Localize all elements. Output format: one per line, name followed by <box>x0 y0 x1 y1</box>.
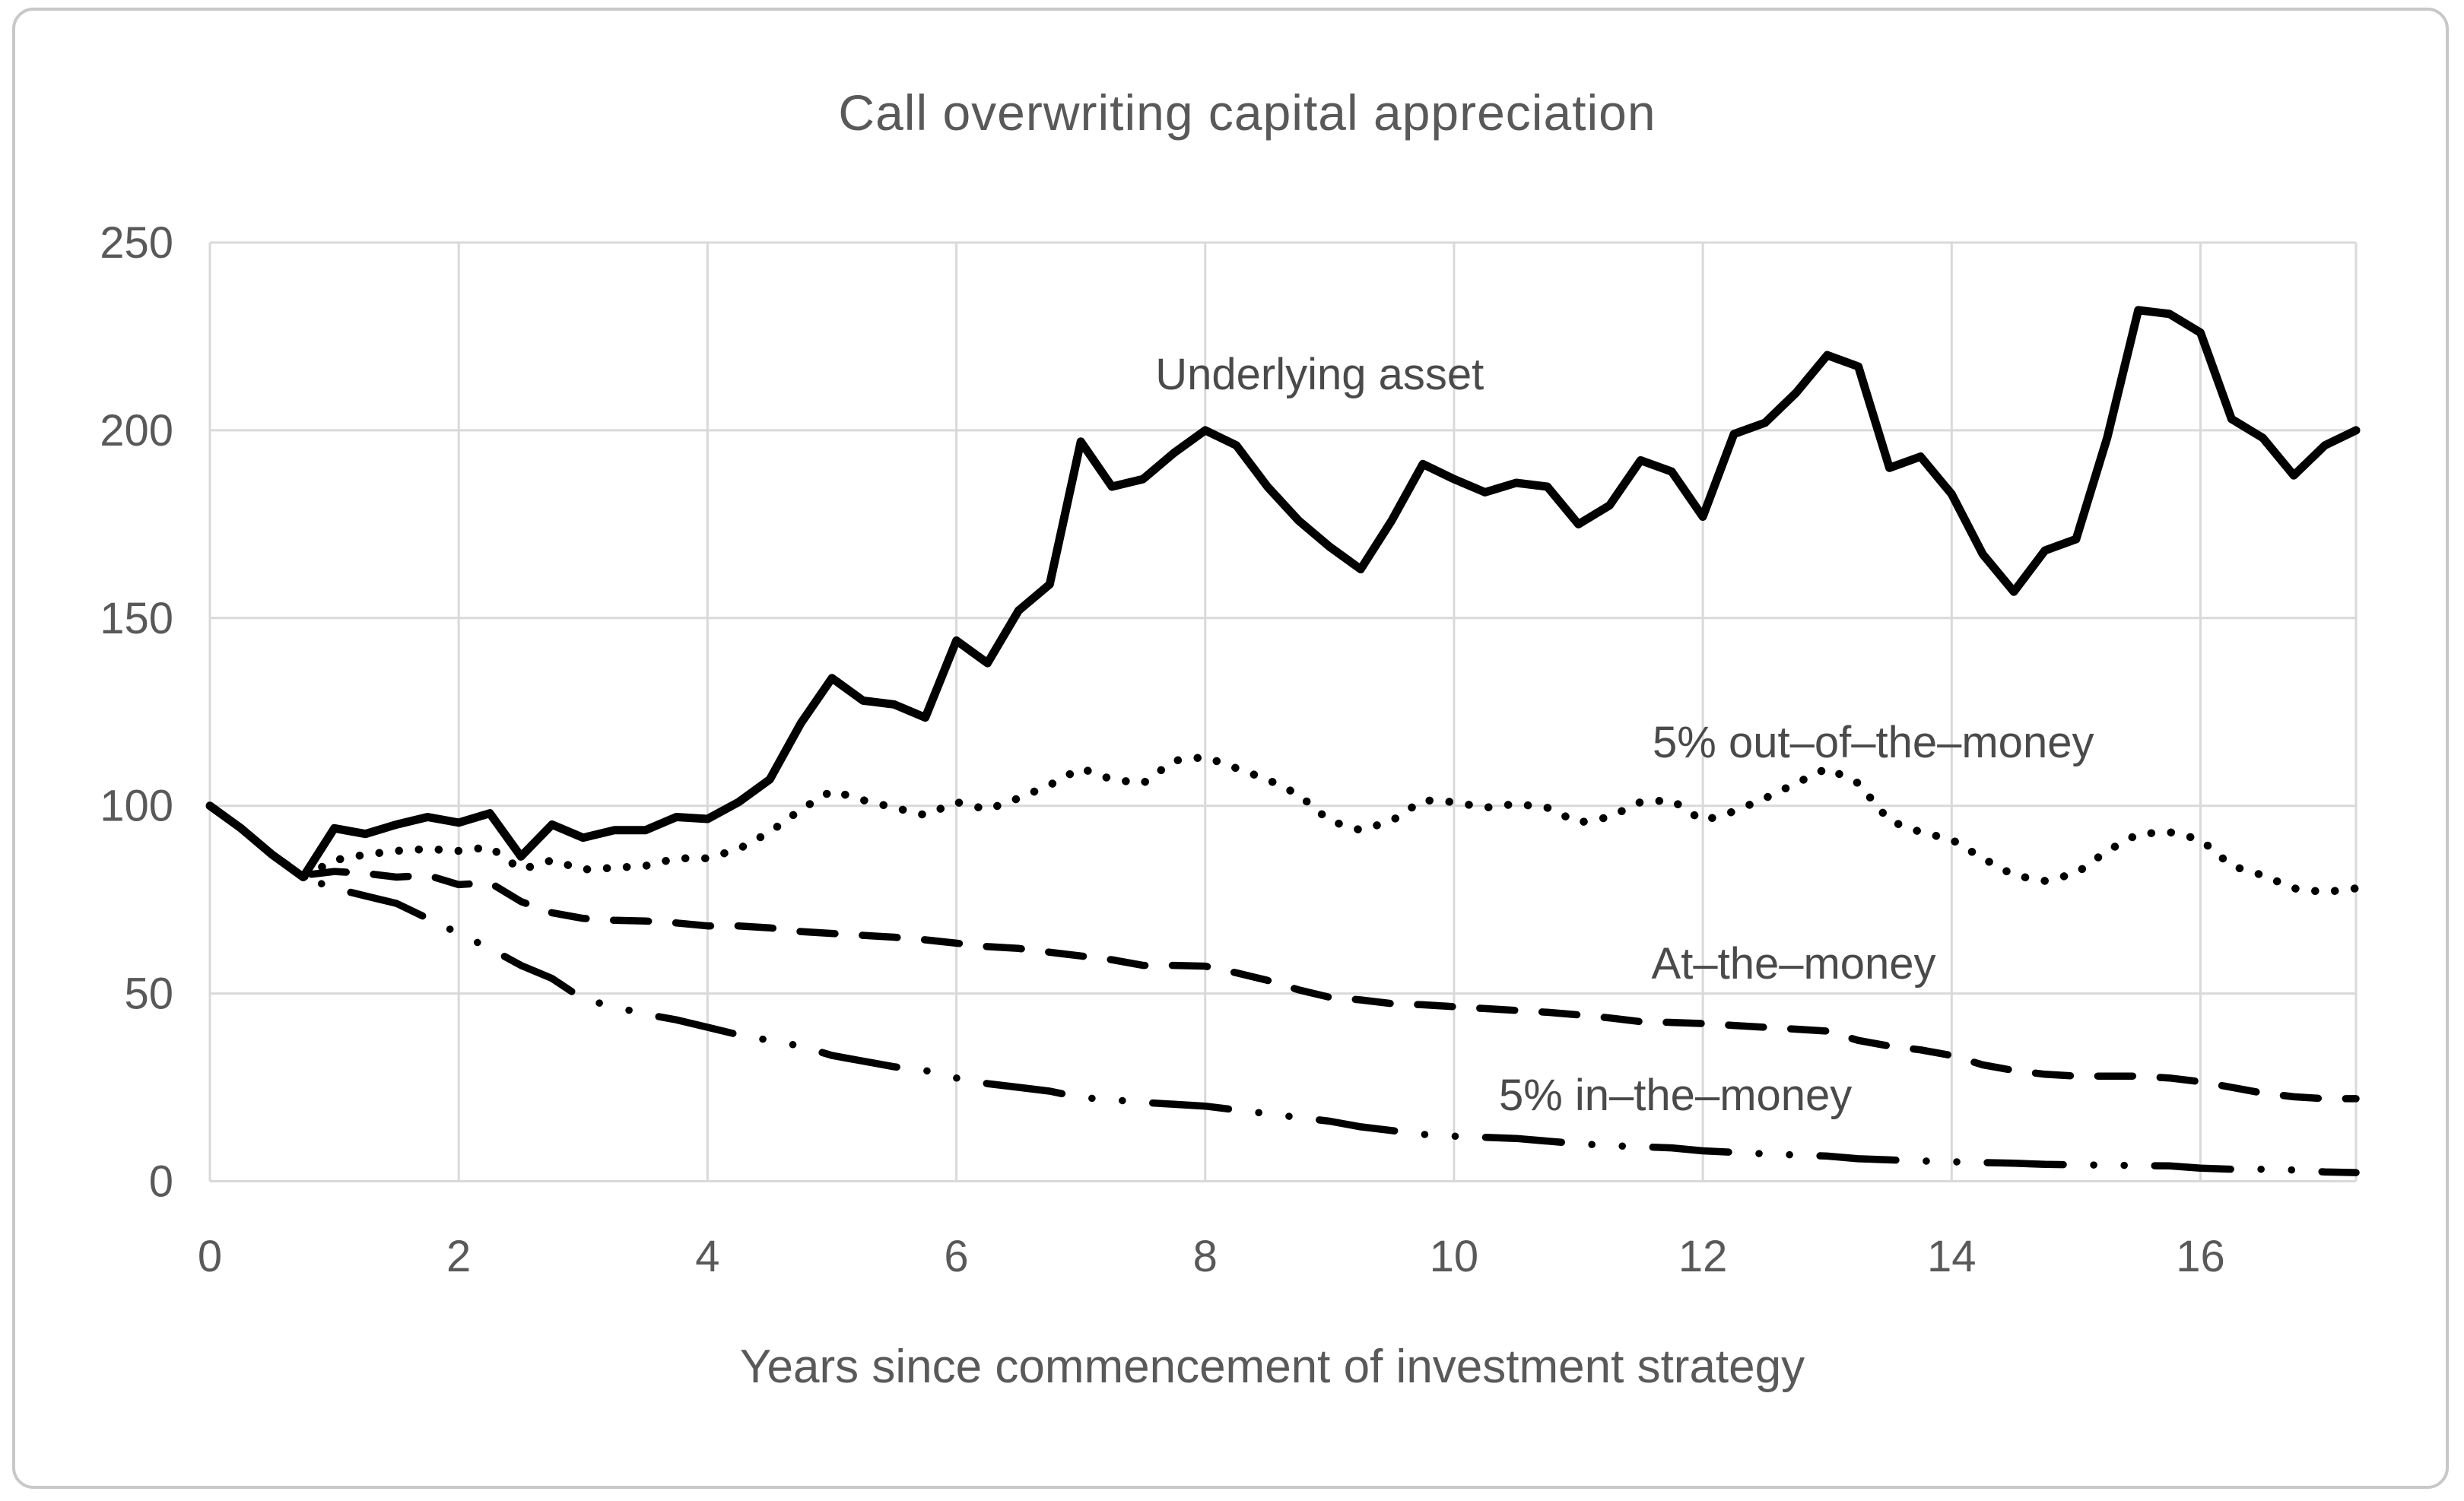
series-5-in-the-money <box>206 801 2360 1176</box>
x-tick-label: 14 <box>1927 1232 1977 1281</box>
series-5-out-of-the-money <box>205 753 2361 896</box>
series-underlying-asset <box>205 306 2361 881</box>
series-label-annotation: 5% out–of–the–money <box>1653 718 2094 767</box>
y-tick-label: 150 <box>100 594 173 643</box>
series-label-annotation: At–the–money <box>1652 939 1936 989</box>
y-tick-label: 50 <box>124 969 173 1019</box>
y-tick-label: 200 <box>100 406 173 455</box>
x-tick-label: 16 <box>2176 1232 2225 1281</box>
y-tick-label: 0 <box>149 1157 173 1207</box>
x-tick-label: 12 <box>1678 1232 1728 1281</box>
x-tick-label: 0 <box>198 1232 222 1281</box>
x-tick-label: 8 <box>1193 1232 1218 1281</box>
series-label-annotation: 5% in–the–money <box>1499 1071 1852 1120</box>
y-tick-label: 100 <box>100 782 173 831</box>
series-label-annotation: Underlying asset <box>1155 350 1484 399</box>
chart-title: Call overwriting capital appreciation <box>838 84 1656 141</box>
x-tick-label: 4 <box>695 1232 719 1281</box>
x-tick-label: 10 <box>1430 1232 1479 1281</box>
y-tick-label: 250 <box>100 218 173 268</box>
series-at-the-money <box>206 801 2360 1103</box>
x-tick-label: 2 <box>446 1232 471 1281</box>
x-tick-label: 6 <box>944 1232 968 1281</box>
x-axis-title: Years since commencement of investment s… <box>739 1341 1805 1393</box>
figure-border <box>12 8 2449 1489</box>
